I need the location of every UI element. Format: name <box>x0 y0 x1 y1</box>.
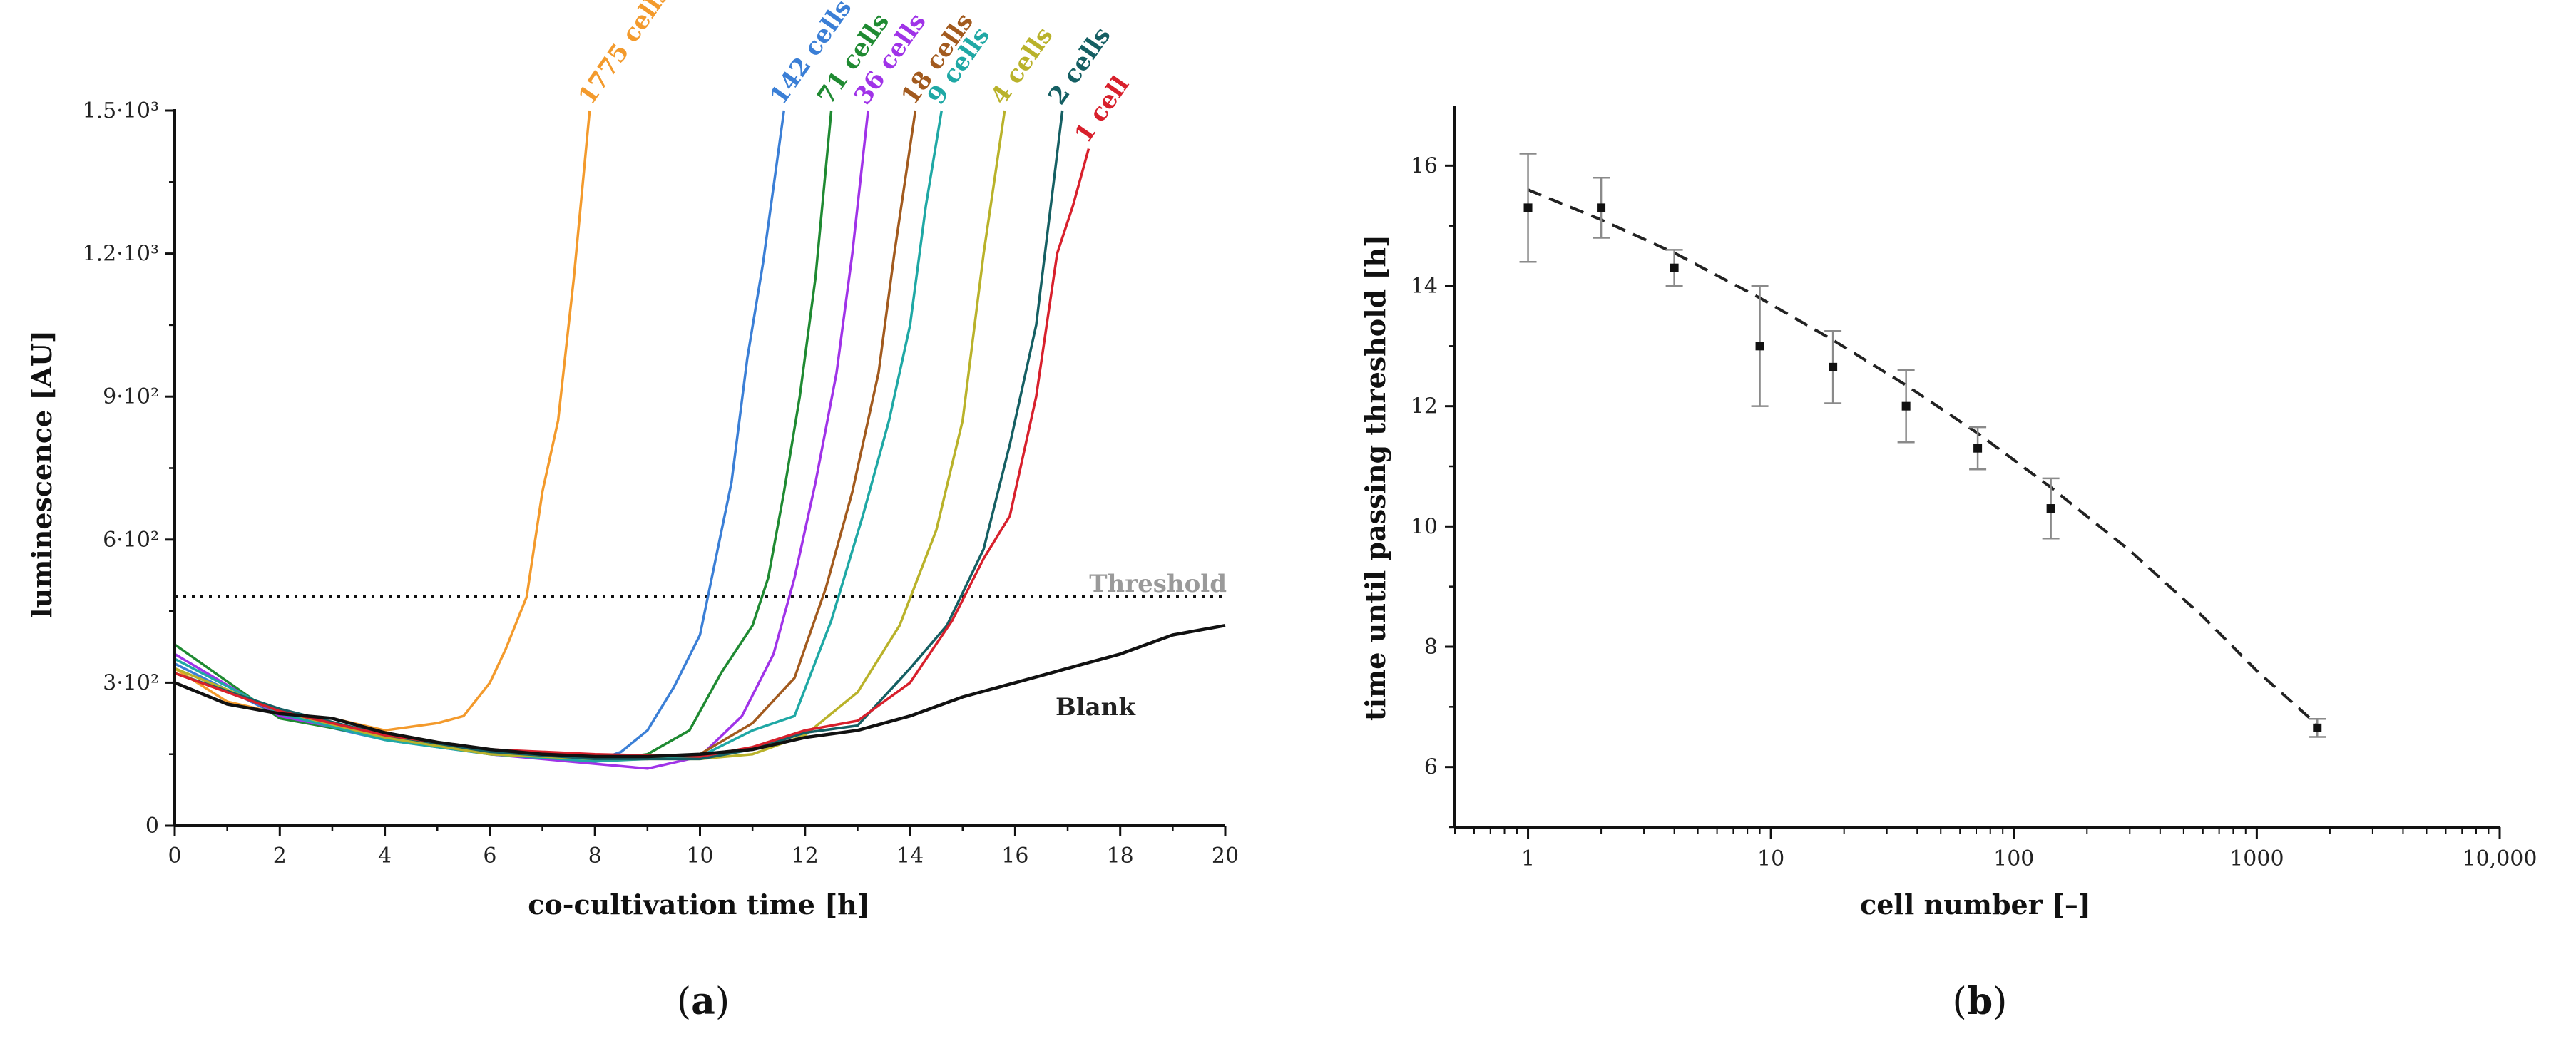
panel-a-x-axis-title: co-cultivation time [h] <box>528 888 870 921</box>
panel-a-ticks: 0 2 4 6 8 10 12 14 16 18 20 0 3·10² 6·10² 9·10² 1.2·10³… <box>83 98 1240 868</box>
data-point <box>1901 401 1911 411</box>
panel-b-scatter-chart: 1 10 100 1000 10,000 6 8 10 12 14 16 cell number [… <box>1359 106 2537 1023</box>
x-tick-label: 20 <box>1212 844 1239 868</box>
x-tick-label: 8 <box>588 844 602 868</box>
data-point <box>2313 723 2322 732</box>
y-tick-label: 1.2·10³ <box>83 242 159 267</box>
series-line-9-cells <box>174 110 944 763</box>
x-tick-label: 100 <box>1993 846 2034 871</box>
data-point <box>1670 263 1679 272</box>
x-tick-label: 16 <box>1001 844 1028 868</box>
x-tick-label: 6 <box>483 844 496 868</box>
panel-a-label-close: ) <box>715 980 730 1023</box>
blank-label: Blank <box>1056 693 1136 722</box>
y-tick-label: 10 <box>1411 514 1438 539</box>
panel-b-label: (b) <box>1953 980 2008 1023</box>
panel-a-label: (a) <box>677 980 730 1023</box>
fit-dashed-line <box>1527 188 2319 727</box>
panel-b-label-open: ( <box>1953 980 1967 1023</box>
panel-a-y-axis-title: luminescence [AU] <box>26 330 58 618</box>
series-lines <box>173 110 1226 770</box>
y-tick-label: 14 <box>1411 274 1438 299</box>
y-tick-label: 0 <box>145 814 159 839</box>
panel-b-x-axis-title: cell number [–] <box>1860 888 2091 921</box>
x-tick-label: 1000 <box>2229 846 2284 871</box>
y-tick-label: 8 <box>1424 635 1438 660</box>
x-tick-label: 2 <box>273 844 287 868</box>
y-tick-label: 1.5·10³ <box>83 98 159 123</box>
x-tick-label: 10 <box>1757 846 1784 871</box>
y-tick-label: 9·10² <box>103 384 159 409</box>
x-tick-label: 14 <box>896 844 924 868</box>
panel-b-label-close: ) <box>1993 980 2007 1023</box>
y-tick-label: 6 <box>1424 755 1438 780</box>
data-point <box>1829 362 1838 371</box>
panel-b-y-axis-title: time until passing threshold [h] <box>1359 235 1391 721</box>
data-point <box>1755 342 1764 351</box>
data-points <box>1519 153 2326 738</box>
y-tick-label: 12 <box>1411 394 1438 419</box>
y-tick-label: 6·10² <box>103 528 159 553</box>
threshold-label: Threshold <box>1089 570 1227 598</box>
panel-b-label-letter: b <box>1967 980 1993 1023</box>
x-tick-label: 10,000 <box>2463 846 2537 871</box>
x-tick-label: 12 <box>792 844 819 868</box>
y-tick-label: 3·10² <box>103 670 159 695</box>
y-tick-label: 16 <box>1411 153 1438 178</box>
panel-a-label-open: ( <box>677 980 691 1023</box>
x-tick-label: 18 <box>1107 844 1134 868</box>
x-tick-label: 1 <box>1521 846 1535 871</box>
panel-b-ticks: 1 10 100 1000 10,000 6 8 10 12 14 16 <box>1411 153 2537 871</box>
data-point <box>1973 444 1983 453</box>
panel-a-label-letter: a <box>691 980 715 1023</box>
x-tick-label: 4 <box>378 844 392 868</box>
data-point <box>2046 504 2055 513</box>
x-tick-label: 10 <box>686 844 713 868</box>
data-point <box>1597 203 1606 212</box>
series-line-blank <box>174 623 1226 759</box>
x-tick-label: 0 <box>168 844 181 868</box>
data-point <box>1523 203 1533 212</box>
fit-line <box>1527 188 2319 727</box>
